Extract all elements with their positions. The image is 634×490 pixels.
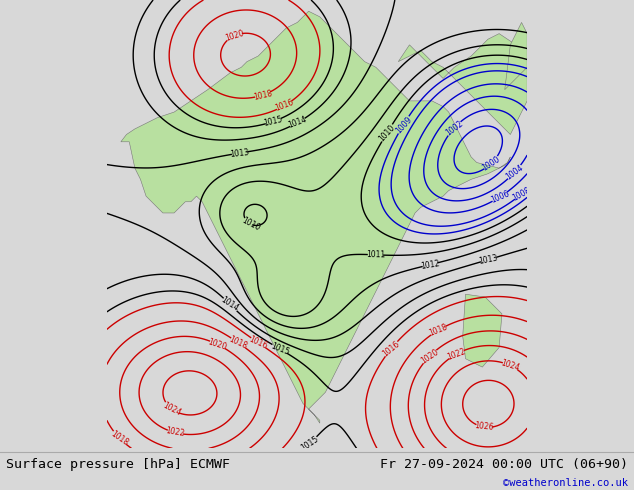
Polygon shape (121, 11, 510, 423)
Polygon shape (463, 294, 502, 367)
Text: Surface pressure [hPa] ECMWF: Surface pressure [hPa] ECMWF (6, 458, 230, 471)
Text: 1022: 1022 (446, 346, 467, 362)
Text: 1016: 1016 (247, 335, 269, 351)
Text: 1024: 1024 (161, 401, 183, 417)
Text: 1012: 1012 (420, 259, 441, 270)
Text: 1014: 1014 (219, 295, 241, 314)
Text: 1026: 1026 (474, 421, 494, 432)
Text: 1022: 1022 (165, 427, 186, 439)
Polygon shape (505, 23, 527, 90)
Text: 1020: 1020 (207, 337, 228, 352)
Text: 1018: 1018 (427, 322, 449, 338)
Text: 1015: 1015 (263, 115, 284, 128)
Text: 1018: 1018 (252, 89, 273, 101)
Text: 1016: 1016 (274, 98, 295, 113)
Text: 1020: 1020 (224, 28, 245, 43)
Text: 1010: 1010 (377, 123, 397, 143)
Text: 1018: 1018 (228, 335, 249, 351)
Text: 1020: 1020 (419, 347, 440, 366)
Text: 1004: 1004 (504, 163, 525, 182)
Text: 1009: 1009 (394, 115, 413, 135)
Text: 1011: 1011 (366, 250, 385, 260)
Text: 1008: 1008 (511, 185, 533, 202)
Text: 1015: 1015 (300, 434, 321, 452)
Text: ©weatheronline.co.uk: ©weatheronline.co.uk (503, 478, 628, 488)
Text: 1000: 1000 (481, 154, 502, 172)
Text: 1024: 1024 (500, 358, 521, 373)
Text: Fr 27-09-2024 00:00 UTC (06+90): Fr 27-09-2024 00:00 UTC (06+90) (380, 458, 628, 471)
Text: 1018: 1018 (109, 429, 130, 447)
Text: 1010: 1010 (240, 216, 262, 233)
Text: 1002: 1002 (444, 119, 465, 137)
Text: 1006: 1006 (489, 189, 510, 205)
Text: 1014: 1014 (287, 115, 308, 130)
Text: 1016: 1016 (381, 339, 401, 358)
Text: 1015: 1015 (269, 341, 290, 357)
Polygon shape (398, 34, 527, 134)
Text: 1013: 1013 (230, 147, 250, 159)
Text: 1013: 1013 (478, 253, 499, 266)
